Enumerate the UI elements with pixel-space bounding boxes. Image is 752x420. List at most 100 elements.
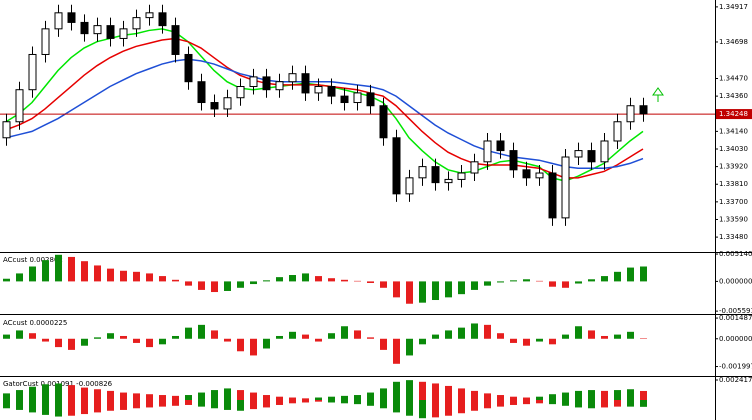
gator-bar bbox=[419, 400, 426, 419]
histogram-bar bbox=[406, 281, 413, 304]
histogram-bar bbox=[289, 275, 296, 282]
histogram-bar bbox=[380, 281, 387, 288]
histogram-bar bbox=[549, 281, 556, 287]
histogram-bar bbox=[315, 338, 322, 342]
candle-body bbox=[28, 53, 37, 91]
histogram-bar bbox=[263, 280, 270, 282]
candle-body bbox=[340, 95, 349, 104]
histogram-bar bbox=[198, 281, 205, 290]
y-tick-label: -0.005591 bbox=[719, 307, 752, 315]
candle-body bbox=[236, 86, 245, 99]
gator-bar bbox=[354, 400, 361, 405]
histogram-bar bbox=[497, 281, 504, 283]
y-tick-label: 1.33920 bbox=[719, 163, 748, 171]
signal-arrow bbox=[652, 87, 664, 102]
gator-bar bbox=[107, 400, 114, 411]
gator-bar bbox=[627, 400, 634, 407]
candle-body bbox=[223, 97, 232, 110]
candle-body bbox=[431, 166, 440, 184]
indicator-line bbox=[5, 37, 644, 179]
gator-bar bbox=[185, 400, 192, 405]
gator-bar bbox=[133, 393, 140, 401]
histogram-bar bbox=[42, 338, 49, 342]
gator-bar bbox=[549, 400, 556, 405]
histogram-bar bbox=[146, 338, 153, 348]
gator-bar bbox=[445, 400, 452, 416]
histogram-bar bbox=[276, 335, 283, 339]
candle-body bbox=[522, 169, 531, 179]
gator-bar bbox=[328, 400, 335, 403]
gator-bar bbox=[497, 395, 504, 401]
candle-body bbox=[574, 150, 583, 158]
histogram-bar bbox=[614, 334, 621, 339]
gator-bar bbox=[406, 380, 413, 401]
y-tick-label: 1.33480 bbox=[719, 233, 748, 241]
histogram-bar bbox=[510, 338, 517, 343]
candle-body bbox=[301, 73, 310, 94]
gator-bar bbox=[159, 400, 166, 407]
gator-bar bbox=[3, 393, 10, 401]
histogram-bar bbox=[419, 281, 426, 303]
candle-body bbox=[613, 121, 622, 142]
y-tick-label: 1.34030 bbox=[719, 145, 748, 153]
histogram-bar bbox=[224, 338, 231, 342]
histogram-bar bbox=[185, 327, 192, 339]
histogram-bar bbox=[471, 323, 478, 339]
histogram-bar bbox=[81, 338, 88, 346]
candle-body bbox=[171, 25, 180, 55]
gator-bar bbox=[380, 388, 387, 401]
histogram-bar bbox=[523, 279, 530, 282]
histogram-bar bbox=[367, 337, 374, 339]
histogram-bar bbox=[484, 324, 491, 339]
gator-bar bbox=[432, 400, 439, 418]
candle-body bbox=[249, 76, 258, 88]
candle-body bbox=[262, 76, 271, 91]
histogram-bar bbox=[354, 330, 361, 339]
candle-body bbox=[405, 177, 414, 195]
histogram-bar bbox=[198, 324, 205, 339]
candle-body bbox=[548, 172, 557, 219]
candle-body bbox=[418, 166, 427, 179]
gator-bar bbox=[42, 400, 49, 415]
gator-bar bbox=[367, 392, 374, 401]
gator-bar bbox=[120, 392, 127, 401]
pane-title: ACcust 0.002802 bbox=[3, 256, 63, 264]
histogram-bar bbox=[3, 334, 10, 339]
gator-bar bbox=[81, 400, 88, 415]
gator-bar bbox=[510, 400, 517, 405]
candle-body bbox=[639, 105, 648, 115]
histogram-bar bbox=[419, 338, 426, 345]
histogram-bar bbox=[562, 281, 569, 288]
candle-body bbox=[275, 81, 284, 91]
gator-bar bbox=[588, 390, 595, 401]
histogram-bar bbox=[250, 281, 257, 285]
histogram-bar bbox=[393, 281, 400, 298]
gator-bar bbox=[94, 389, 101, 401]
candle-body bbox=[184, 53, 193, 83]
candle-body bbox=[509, 150, 518, 171]
y-tick-label: 1.33810 bbox=[719, 180, 748, 188]
histogram-bar bbox=[237, 281, 244, 288]
histogram-bar bbox=[3, 278, 10, 282]
current-price-tag bbox=[716, 109, 752, 120]
gator-bar bbox=[575, 400, 582, 408]
histogram-bar bbox=[445, 281, 452, 298]
pane-title: ACcust 0.0000225 bbox=[3, 319, 67, 327]
gator-bar bbox=[484, 393, 491, 401]
y-tick-label: 0.000000 bbox=[719, 277, 752, 285]
gator-bar bbox=[42, 384, 49, 401]
gator-bar bbox=[562, 392, 569, 401]
y-tick-label: 1.33590 bbox=[719, 215, 748, 223]
histogram-bar bbox=[497, 333, 504, 339]
y-tick-label: 0.002417 bbox=[719, 376, 752, 384]
histogram-bar bbox=[627, 267, 634, 282]
histogram-bar bbox=[250, 338, 257, 356]
histogram-bar bbox=[458, 327, 465, 339]
candle-body bbox=[210, 102, 219, 110]
gator-bar bbox=[458, 388, 465, 401]
gator-bar bbox=[29, 386, 36, 401]
gator-bar bbox=[432, 383, 439, 401]
gator-bar bbox=[315, 400, 322, 402]
histogram-bar bbox=[120, 270, 127, 282]
